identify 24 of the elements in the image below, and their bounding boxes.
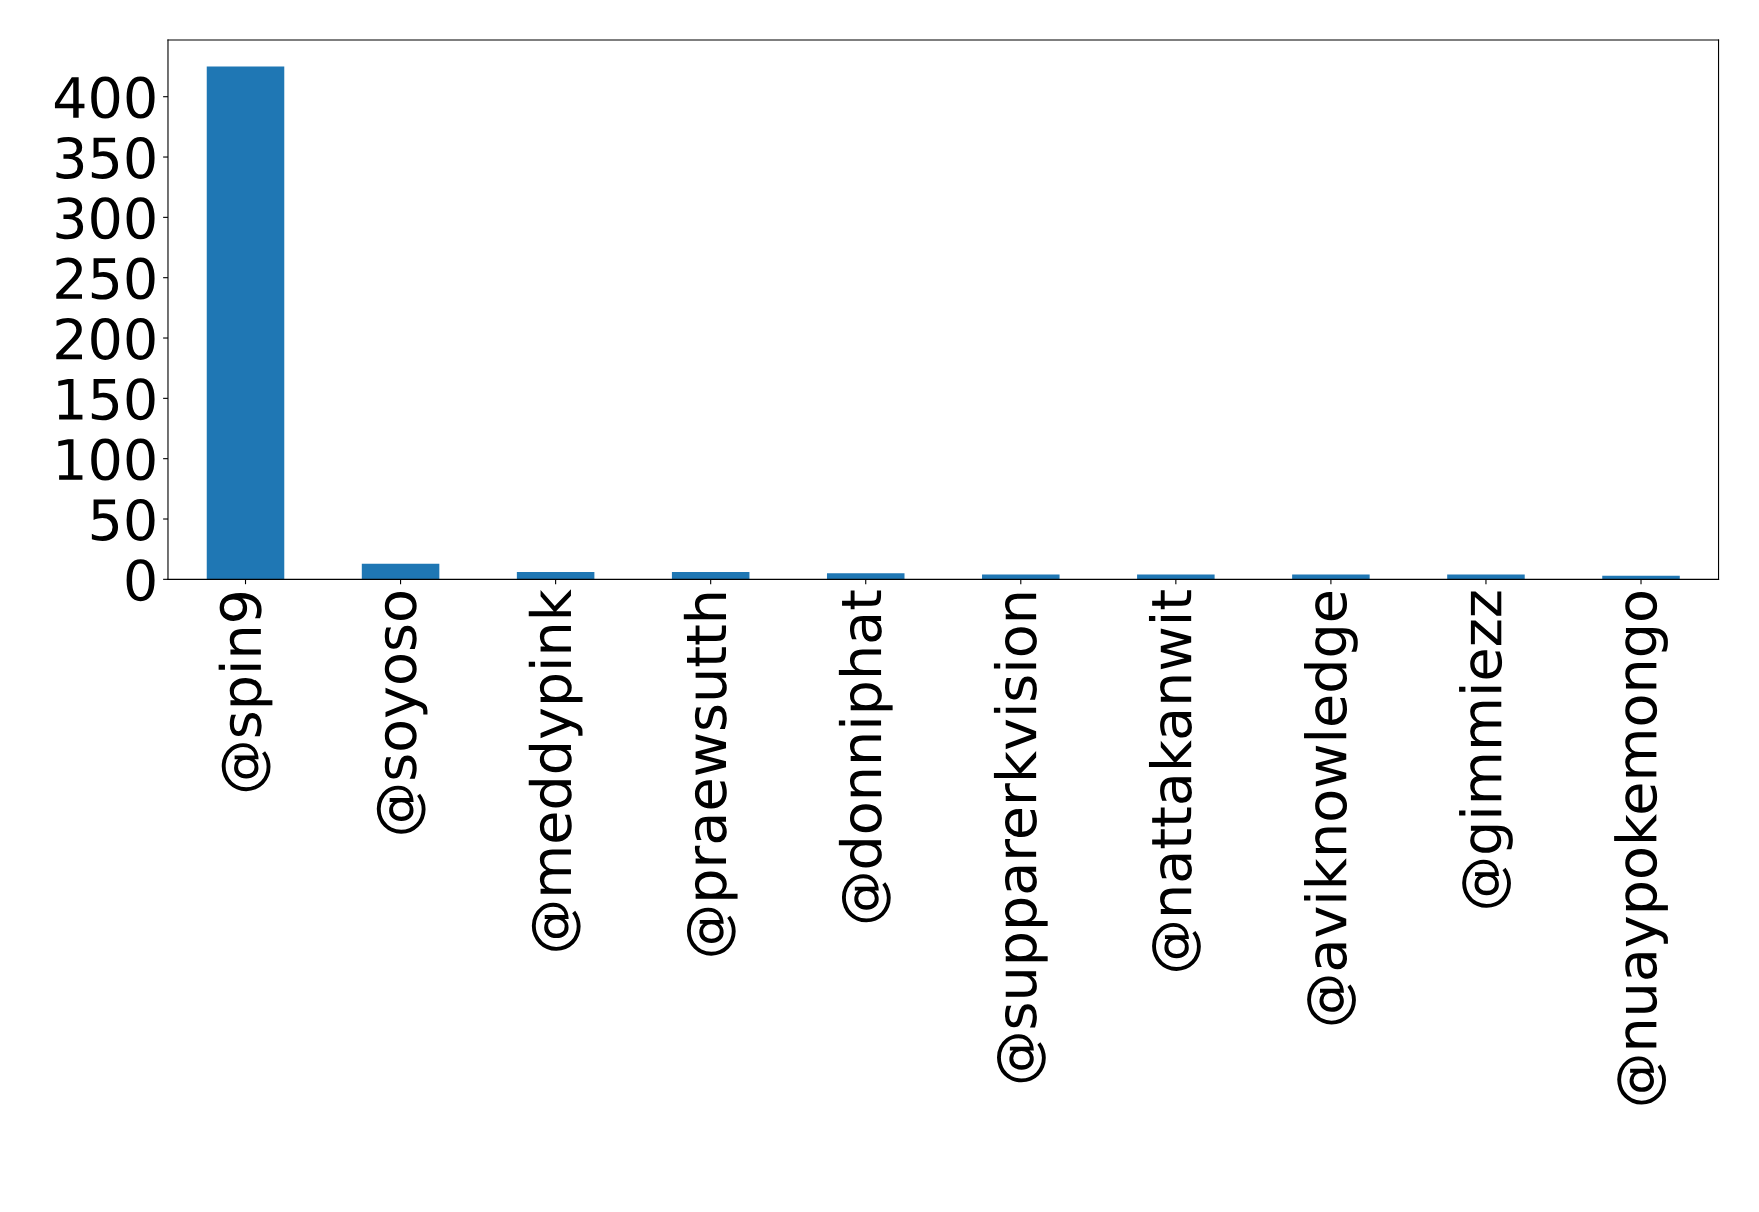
y-tick-label: 400	[54, 76, 155, 119]
y-tick-label: 0	[126, 559, 155, 602]
bar	[826, 573, 905, 580]
y-tick-label: 200	[56, 317, 155, 360]
x-tick-label: @nuaypokemongo	[1614, 592, 1668, 1105]
x-tick-label: @donniphat	[838, 590, 893, 923]
x-tick-label: @spin9	[218, 592, 273, 792]
x-tick-label: @supparerkvision	[993, 593, 1048, 1083]
bar	[516, 572, 595, 580]
y-tick-label: 350	[56, 136, 155, 179]
y-tick-label: 250	[56, 257, 155, 300]
x-tick-label: @gimmiezz	[1459, 591, 1513, 908]
x-tick-label: @praewsutth	[683, 593, 738, 956]
x-tick-label: @aviknowledge	[1304, 592, 1358, 1025]
y-tick-label: 50	[91, 498, 155, 541]
y-tick-label: 300	[56, 197, 155, 240]
y-tick-label: 150	[58, 378, 155, 421]
x-tick-label: @soyoso	[376, 592, 428, 834]
bar	[671, 572, 750, 580]
bar	[361, 563, 440, 580]
y-tick-label: 100	[58, 438, 155, 481]
x-tick-label: @nattakanwit	[1148, 590, 1201, 971]
x-tick-label: @meddypink	[528, 589, 583, 951]
bar	[206, 66, 285, 580]
